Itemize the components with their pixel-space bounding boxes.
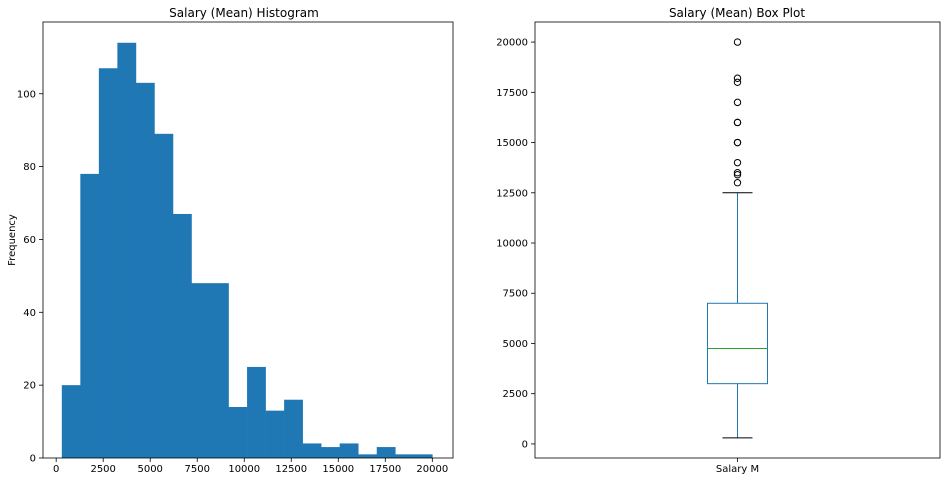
y-tick-label: 5000 xyxy=(503,339,528,350)
y-tick-label: 80 xyxy=(23,162,36,173)
outlier-point xyxy=(733,74,742,82)
histogram-y-ticks: 0 20 40 60 80 100 xyxy=(17,89,43,465)
x-tick-label: 2500 xyxy=(90,464,115,475)
histogram-bar xyxy=(265,410,285,458)
y-tick-label: 10000 xyxy=(496,239,528,250)
y-tick-label: 2500 xyxy=(503,389,528,400)
histogram-bar xyxy=(376,447,396,458)
y-tick-label: 17500 xyxy=(496,88,528,99)
y-tick-label: 15000 xyxy=(496,138,528,149)
iqr-box xyxy=(707,302,768,385)
x-tick-label: 7500 xyxy=(184,464,209,475)
histogram-bar xyxy=(117,42,137,459)
boxplot-y-ticks: 0 2500 5000 7500 10000 12500 15000 17500 20000 xyxy=(496,38,535,450)
histogram-bar xyxy=(302,443,322,458)
x-tick-label: 12500 xyxy=(275,464,307,475)
y-tick-label: 60 xyxy=(23,235,36,246)
y-tick-label: 7500 xyxy=(503,289,528,300)
histogram-bar xyxy=(358,454,378,458)
x-tick-label: 0 xyxy=(53,464,59,475)
histogram-bar xyxy=(228,407,248,458)
y-tick-label: 100 xyxy=(17,89,36,100)
histogram-frame xyxy=(42,21,454,459)
histogram-panel: Salary (Mean) Histogram 0 2500 5000 7500 100… xyxy=(7,6,454,475)
boxplot-panel: Salary (Mean) Box Plot 0 2500 5000 7500 1000… xyxy=(496,6,941,475)
outlier-point xyxy=(733,171,742,179)
x-tick-label: 5000 xyxy=(137,464,162,475)
histogram-bar xyxy=(154,133,174,459)
x-tick-label: 15000 xyxy=(322,464,354,475)
outlier-point xyxy=(733,118,742,127)
x-tick-label: 17500 xyxy=(369,464,401,475)
histogram-bar xyxy=(191,283,211,458)
boxplot-title: Salary (Mean) Box Plot xyxy=(669,6,805,20)
outlier-point xyxy=(733,158,742,167)
histogram-bar xyxy=(413,454,433,458)
histogram-title: Salary (Mean) Histogram xyxy=(169,6,319,20)
x-tick-label: 20000 xyxy=(416,464,448,475)
histogram-bar xyxy=(247,366,266,458)
y-tick-label: 0 xyxy=(522,439,528,450)
histogram-y-axis-label: Frequency xyxy=(7,214,18,266)
y-tick-label: 0 xyxy=(30,454,36,465)
y-tick-label: 12500 xyxy=(496,188,528,199)
histogram-bar xyxy=(98,68,118,459)
outlier-point xyxy=(733,38,742,46)
outlier-point xyxy=(733,138,742,147)
histogram-bar xyxy=(210,283,229,458)
histogram-bar xyxy=(172,213,192,458)
y-tick-label: 20 xyxy=(23,381,36,392)
histogram-bar xyxy=(135,82,155,458)
histogram-bar xyxy=(284,399,303,458)
x-tick-label: 10000 xyxy=(228,464,260,475)
boxplot-elements xyxy=(707,38,768,439)
outlier-point xyxy=(733,179,742,187)
histogram-bar xyxy=(339,443,359,458)
histogram-bar xyxy=(395,454,415,458)
boxplot-x-ticks: Salary M xyxy=(716,458,759,475)
outlier-point xyxy=(733,78,742,86)
histogram-bars xyxy=(61,42,433,459)
y-tick-label: 20000 xyxy=(496,38,528,49)
histogram-x-ticks: 0 2500 5000 7500 10000 12500 15000 17500 20000 xyxy=(53,458,448,475)
histogram-bar xyxy=(80,173,100,459)
x-tick-label: Salary M xyxy=(716,464,759,475)
y-tick-label: 40 xyxy=(23,308,36,319)
histogram-bar xyxy=(61,385,81,458)
outlier-point xyxy=(733,98,742,107)
outlier-point xyxy=(733,168,742,177)
histogram-bar xyxy=(321,447,340,458)
